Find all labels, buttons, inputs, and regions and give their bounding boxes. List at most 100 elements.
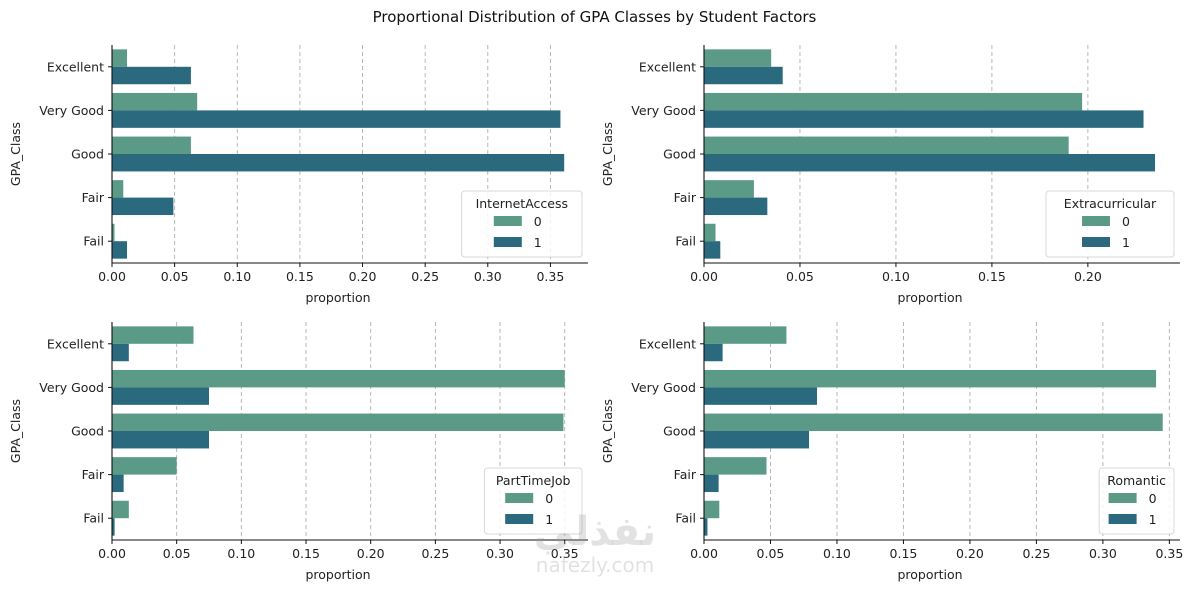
bar-fair-hue-0 <box>112 457 177 475</box>
bar-excellent-hue-1 <box>112 343 129 362</box>
legend-label-0: 0 <box>534 214 542 229</box>
x-tick-label: 0.30 <box>474 269 502 284</box>
y-tick-label: Good <box>663 424 696 439</box>
x-tick-label: 0.15 <box>978 269 1006 284</box>
bar-excellent-hue-0 <box>704 326 787 344</box>
bar-fail-hue-0 <box>704 223 716 242</box>
legend: Extracurricular 0 1 <box>1045 190 1175 258</box>
bar-good-hue-1 <box>704 154 1156 172</box>
x-tick-label: 0.15 <box>890 546 918 561</box>
x-tick-label: 0.10 <box>223 269 251 284</box>
bar-good-hue-0 <box>704 413 1163 431</box>
bar-excellent-hue-0 <box>704 49 772 67</box>
legend-label-1: 1 <box>1149 512 1157 527</box>
y-tick-label: Fail <box>675 234 696 249</box>
x-tick-label: 0.00 <box>98 546 126 561</box>
bar-excellent-hue-1 <box>112 66 191 85</box>
legend-swatch-0 <box>1082 216 1110 226</box>
legend-title: PartTimeJob <box>496 473 571 488</box>
y-tick-label: Good <box>71 147 104 162</box>
subplot-1: 0.00 0.05 0.10 0.15 0.20 0.25 0.30 0.35 Excellen… <box>8 45 588 305</box>
bar-good-hue-0 <box>112 413 564 431</box>
y-tick-label: Excellent <box>639 59 696 74</box>
x-tick-label: 0.05 <box>163 546 191 561</box>
y-axis-label: GPA_Class <box>600 122 615 186</box>
bar-fail-hue-1 <box>704 241 721 259</box>
x-tick-label: 0.35 <box>1155 546 1183 561</box>
x-axis-label: proportion <box>305 290 370 305</box>
bar-fair-hue-0 <box>704 457 767 475</box>
subplot-4: 0.00 0.05 0.10 0.15 0.20 0.25 0.30 0.35 Excellen… <box>600 322 1183 582</box>
legend-title: Extracurricular <box>1064 196 1157 211</box>
legend-swatch-0 <box>1108 493 1137 503</box>
x-tick-label: 0.15 <box>286 269 314 284</box>
x-tick-label: 0.25 <box>411 269 439 284</box>
bar-fail-hue-1 <box>112 518 115 536</box>
bar-very-good-hue-0 <box>704 92 1083 111</box>
x-tick-label: 0.00 <box>98 269 126 284</box>
x-tick-label: 0.20 <box>956 546 984 561</box>
y-tick-label: Fail <box>83 234 104 249</box>
legend-title: Romantic <box>1107 473 1166 488</box>
legend: Romantic 0 1 <box>1098 467 1175 535</box>
bar-very-good-hue-0 <box>112 92 198 111</box>
x-tick-label: 0.20 <box>1074 269 1102 284</box>
legend-swatch-1 <box>1082 237 1110 247</box>
legend-title: InternetAccess <box>476 196 568 211</box>
bar-good-hue-1 <box>704 431 810 449</box>
bar-very-good-hue-1 <box>704 110 1144 128</box>
y-tick-label: Fair <box>82 190 105 205</box>
y-tick-label: Good <box>71 424 104 439</box>
x-tick-label: 0.05 <box>786 269 814 284</box>
legend: InternetAccess 0 1 <box>461 190 583 258</box>
bar-fair-hue-0 <box>704 180 754 198</box>
x-tick-label: 0.20 <box>357 546 385 561</box>
x-tick-label: 0.05 <box>757 546 785 561</box>
bar-very-good-hue-0 <box>112 369 565 388</box>
legend-swatch-0 <box>493 216 522 226</box>
y-tick-label: Excellent <box>47 59 104 74</box>
x-axis-label: proportion <box>897 290 962 305</box>
x-tick-label: 0.30 <box>486 546 514 561</box>
x-tick-label: 0.25 <box>421 546 449 561</box>
bar-fair-hue-0 <box>112 180 124 198</box>
bar-fail-hue-0 <box>704 500 720 519</box>
legend-label-1: 1 <box>545 512 553 527</box>
x-tick-label: 0.05 <box>161 269 189 284</box>
y-axis-label: GPA_Class <box>600 399 615 463</box>
bar-very-good-hue-1 <box>704 387 818 405</box>
bar-good-hue-1 <box>112 431 210 449</box>
figure-title: Proportional Distribution of GPA Classes… <box>372 8 817 26</box>
x-axis-label: proportion <box>897 567 962 582</box>
legend: PartTimeJob 0 1 <box>483 467 583 535</box>
bar-good-hue-0 <box>112 136 191 154</box>
x-tick-label: 0.10 <box>882 269 910 284</box>
legend-label-0: 0 <box>1122 214 1130 229</box>
x-axis-label: proportion <box>305 567 370 582</box>
y-tick-label: Fair <box>82 467 105 482</box>
subplot-3: 0.00 0.05 0.10 0.15 0.20 0.25 0.30 0.35 Excellen… <box>8 322 588 582</box>
bar-fair-hue-1 <box>112 197 174 216</box>
x-tick-label: 0.15 <box>292 546 320 561</box>
legend-label-1: 1 <box>1122 235 1130 250</box>
x-tick-label: 0.00 <box>690 546 718 561</box>
bar-fair-hue-1 <box>704 197 768 216</box>
subplot-2: 0.00 0.05 0.10 0.15 0.20 Excellent Very Good Go… <box>600 45 1180 305</box>
y-tick-label: Excellent <box>47 336 104 351</box>
x-tick-label: 0.35 <box>536 269 564 284</box>
bar-good-hue-1 <box>112 154 565 172</box>
y-tick-label: Fair <box>674 467 697 482</box>
y-tick-label: Fail <box>83 511 104 526</box>
bar-very-good-hue-0 <box>704 369 1157 388</box>
legend-label-0: 0 <box>1149 491 1157 506</box>
x-tick-label: 0.35 <box>551 546 579 561</box>
y-tick-label: Excellent <box>639 336 696 351</box>
bar-excellent-hue-0 <box>112 326 194 344</box>
y-tick-label: Fail <box>675 511 696 526</box>
bar-fair-hue-1 <box>704 474 719 493</box>
legend-swatch-1 <box>1108 514 1137 524</box>
y-tick-label: Very Good <box>39 380 104 395</box>
y-tick-label: Good <box>663 147 696 162</box>
legend-label-1: 1 <box>534 235 542 250</box>
